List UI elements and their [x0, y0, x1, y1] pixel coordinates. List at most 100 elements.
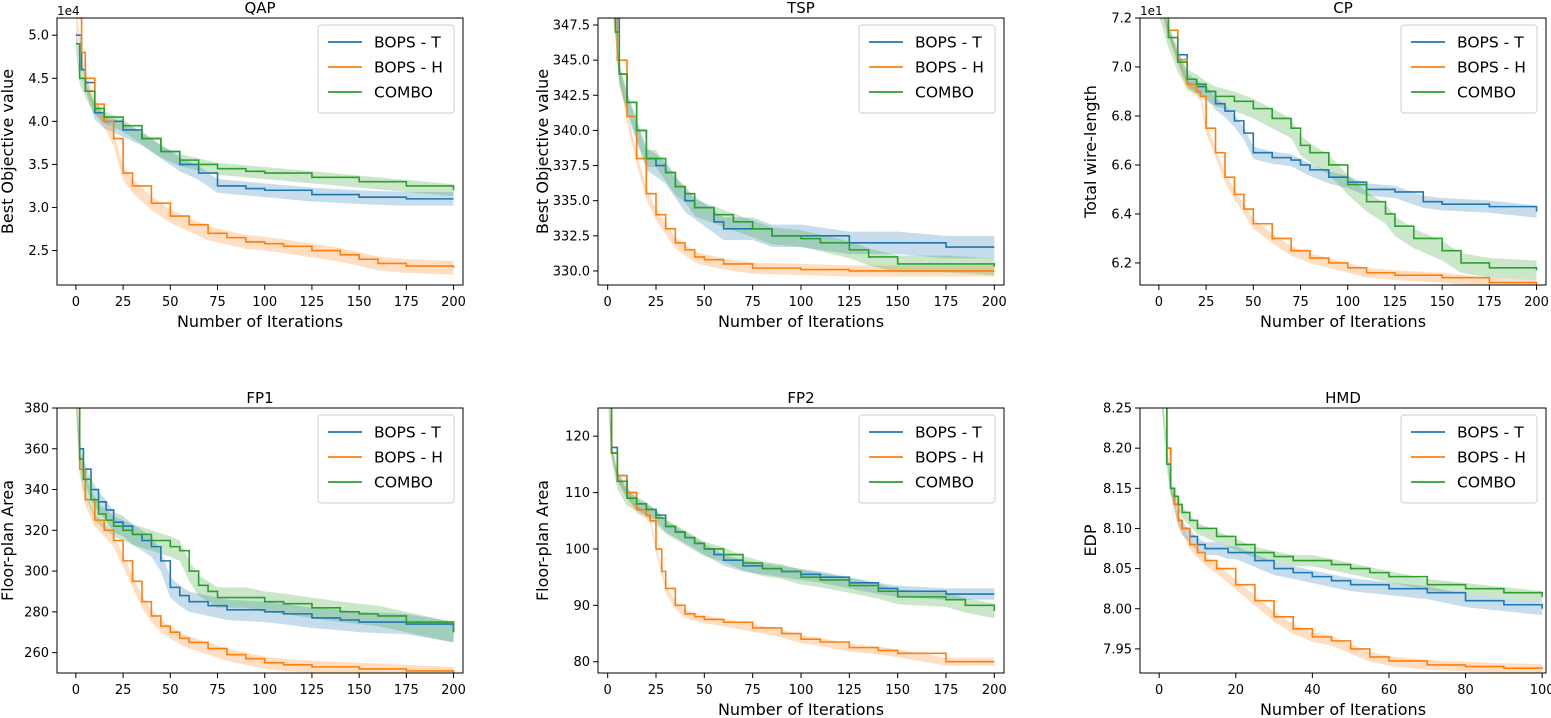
- tsp-xtick-label: 200: [982, 295, 1007, 310]
- qap-ytick-label: 5.0: [28, 29, 49, 44]
- cp-line-combo: [1167, 18, 1538, 271]
- qap-xtick-label: 100: [252, 295, 277, 310]
- qap-legend-label-combo: COMBO: [374, 84, 433, 102]
- tsp-legend-label-bops-t: BOPS - T: [915, 34, 982, 52]
- hmd-ytick-label: 8.15: [1103, 482, 1132, 497]
- cp-xtick-label: 200: [1524, 295, 1549, 310]
- cp-legend-label-combo: COMBO: [1457, 84, 1516, 102]
- fp2-xtick-label: 100: [789, 683, 814, 698]
- chart-fp1: 0 25 50 75 100 125 150 175 200 260 280 300 320 340 360…: [0, 389, 466, 698]
- hmd-legend-label-bops-t: BOPS - T: [1457, 424, 1524, 442]
- cp-ytick-label: 7.0: [1111, 60, 1132, 75]
- fp1-ytick-label: 360: [24, 442, 49, 457]
- fp1-band-combo: [75, 408, 454, 643]
- qap-xtick-label: 0: [72, 295, 80, 310]
- qap-xtick-label: 25: [115, 295, 132, 310]
- tsp-xtick-label: 25: [648, 295, 665, 310]
- fp2-xtick-label: 75: [744, 683, 761, 698]
- cp-legend: BOPS - T BOPS - H COMBO: [1400, 24, 1538, 114]
- cp-plot-area: [1159, 18, 1538, 285]
- fp1-legend-label-combo: COMBO: [374, 474, 433, 492]
- fp1-ytick-label: 260: [24, 646, 49, 661]
- fp2-ytick-label: 100: [565, 542, 590, 557]
- qap-xtick-label: 175: [394, 295, 419, 310]
- tsp-xtick-label: 125: [837, 295, 862, 310]
- tsp-ytick-label: 347.5: [553, 19, 590, 34]
- fp2-xtick-label: 50: [696, 683, 713, 698]
- qap-ytick-label: 4.0: [28, 115, 49, 130]
- hmd-ytick-label: 8.05: [1103, 562, 1132, 577]
- fp2-legend-label-combo: COMBO: [915, 474, 974, 492]
- tsp-xtick-label: 75: [744, 295, 761, 310]
- chart-tsp: 0 25 50 75 100 125 150 175 200 330.0 332.5 335.0 337…: [533, 0, 1007, 331]
- hmd-band-bops-t: [1162, 408, 1543, 616]
- fp2-ytick-label: 80: [573, 655, 590, 670]
- fp1-ytick-label: 320: [24, 524, 49, 539]
- qap-y-multiplier: 1e4: [57, 4, 80, 18]
- hmd-ytick-label: 7.95: [1103, 642, 1132, 657]
- tsp-xtick-label: 150: [885, 295, 910, 310]
- tsp-ytick-label: 335.0: [553, 194, 590, 209]
- hmd-xtick-label: 0: [1155, 683, 1163, 698]
- fp1-xtick-label: 0: [72, 683, 80, 698]
- fp2-xtick-label: 25: [648, 683, 665, 698]
- tsp-ylabel: Best Objective value: [533, 69, 552, 234]
- tsp-xtick-label: 100: [789, 295, 814, 310]
- cp-xtick-label: 125: [1383, 295, 1408, 310]
- hmd-ylabel: EDP: [1081, 524, 1100, 556]
- hmd-xlabel: Number of Iterations: [1260, 700, 1426, 718]
- fp2-xtick-label: 175: [934, 683, 959, 698]
- qap-legend-label-bops-h: BOPS - H: [374, 59, 443, 77]
- fp1-legend-label-bops-h: BOPS - H: [374, 449, 443, 467]
- tsp-xtick-label: 50: [696, 295, 713, 310]
- cp-xtick-label: 0: [1155, 295, 1163, 310]
- hmd-xtick-label: 60: [1381, 683, 1398, 698]
- tsp-legend-label-combo: COMBO: [915, 84, 974, 102]
- fp2-xlabel: Number of Iterations: [718, 700, 884, 718]
- fp2-line-combo: [610, 408, 996, 611]
- qap-band-bops-t: [75, 28, 454, 206]
- cp-xlabel: Number of Iterations: [1260, 312, 1426, 331]
- hmd-ytick-label: 8.25: [1103, 402, 1132, 417]
- cp-ytick-label: 6.6: [1111, 158, 1132, 173]
- cp-xtick-label: 175: [1477, 295, 1502, 310]
- tsp-xtick-label: 175: [934, 295, 959, 310]
- tsp-xtick-label: 0: [604, 295, 612, 310]
- fp2-band-bops-t: [608, 408, 995, 600]
- cp-band-bops-t: [1163, 18, 1537, 218]
- fp2-xtick-label: 150: [885, 683, 910, 698]
- fp1-ytick-label: 380: [24, 402, 49, 417]
- chart-hmd: 0 20 40 60 80 100 7.95 8.00 8.05 8.10 8.15 8.20 8.25…: [1081, 389, 1551, 718]
- qap-xtick-label: 200: [441, 295, 466, 310]
- qap-ytick-label: 3.0: [28, 201, 49, 216]
- fp1-ytick-label: 280: [24, 605, 49, 620]
- hmd-xtick-label: 40: [1304, 683, 1321, 698]
- hmd-line-bops-h: [1166, 408, 1543, 669]
- hmd-ytick-label: 8.10: [1103, 522, 1132, 537]
- cp-legend-box: [1400, 24, 1538, 114]
- hmd-legend: BOPS - T BOPS - H COMBO: [1400, 414, 1538, 504]
- fp1-legend: BOPS - T BOPS - H COMBO: [317, 414, 455, 504]
- qap-ytick-label: 2.5: [28, 244, 49, 259]
- hmd-legend-label-combo: COMBO: [1457, 474, 1516, 492]
- tsp-line-combo: [614, 18, 996, 267]
- fp1-xtick-label: 25: [115, 683, 132, 698]
- fp2-plot-area: [608, 408, 996, 666]
- qap-legend-label-bops-t: BOPS - T: [374, 34, 441, 52]
- hmd-xtick-label: 100: [1530, 683, 1551, 698]
- hmd-legend-box: [1400, 414, 1538, 504]
- qap-xtick-label: 75: [209, 295, 226, 310]
- tsp-legend-label-bops-h: BOPS - H: [915, 59, 984, 77]
- cp-axes-frame: [1139, 17, 1547, 286]
- qap-legend: BOPS - T BOPS - H COMBO: [317, 24, 455, 114]
- cp-xtick-label: 150: [1430, 295, 1455, 310]
- hmd-band-combo: [1161, 408, 1543, 603]
- fp2-legend-label-bops-t: BOPS - T: [915, 424, 982, 442]
- fp1-plot-area: [75, 408, 455, 673]
- fp2-ytick-label: 110: [565, 486, 590, 501]
- cp-ytick-label: 6.2: [1111, 256, 1132, 271]
- fp1-legend-box: [317, 414, 455, 504]
- hmd-xtick-label: 80: [1457, 683, 1474, 698]
- fp1-title: FP1: [246, 389, 273, 407]
